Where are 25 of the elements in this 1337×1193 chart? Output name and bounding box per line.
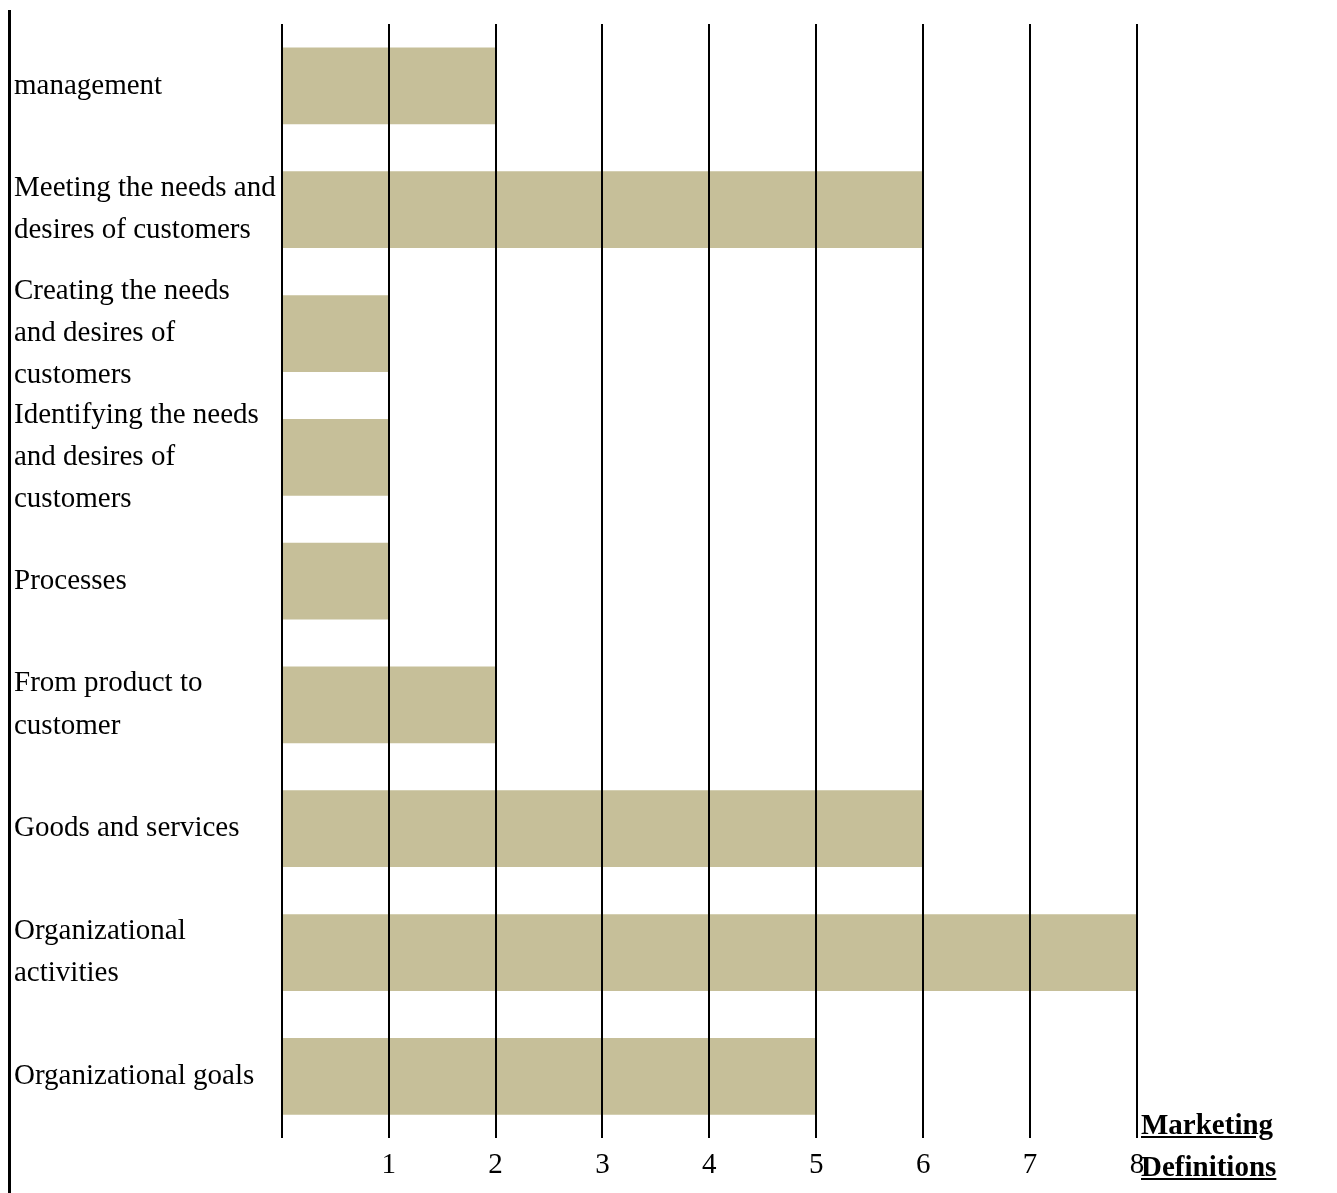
- y-tick-label: Creating the needs and desires of customers: [14, 273, 230, 390]
- bar: [282, 914, 1137, 991]
- bar: [282, 171, 924, 249]
- bar: [282, 542, 389, 620]
- y-tick-label: Processes: [14, 562, 127, 595]
- bar: [282, 666, 496, 744]
- bar: [282, 295, 389, 372]
- x-tick-label: 2: [488, 1147, 503, 1180]
- x-tick-label: 7: [1022, 1147, 1038, 1180]
- x-tick-label: 4: [702, 1147, 718, 1180]
- y-tick-label: management: [14, 67, 163, 100]
- y-tick-label: Organizational goals: [14, 1057, 255, 1090]
- y-tick-label: Goods and services: [14, 810, 240, 843]
- bar: [282, 1037, 817, 1115]
- y-tick-label: Identifying the needs and desires of customers: [14, 396, 259, 513]
- y-tick-label: From product to customer: [14, 665, 203, 740]
- bar: [282, 47, 496, 125]
- bar: [282, 418, 389, 496]
- x-tick-label: 5: [809, 1147, 824, 1180]
- y-tick-label: Meeting the needs and desires of customers: [14, 170, 277, 245]
- x-tick-label: 6: [915, 1147, 931, 1180]
- x-tick-label: 3: [595, 1147, 610, 1180]
- x-tick-label: 1: [381, 1147, 396, 1180]
- y-tick-label: Organizational activities: [14, 913, 186, 988]
- bar: [282, 790, 924, 868]
